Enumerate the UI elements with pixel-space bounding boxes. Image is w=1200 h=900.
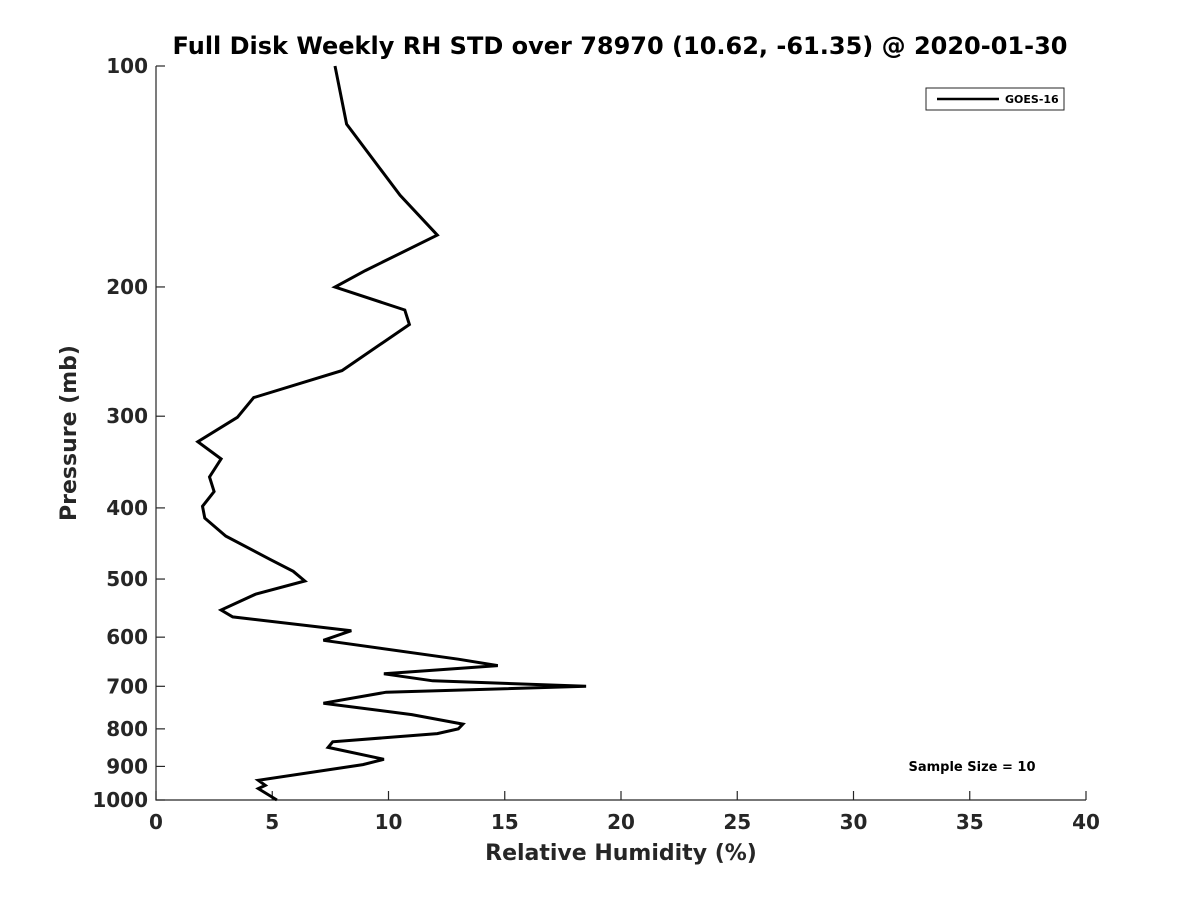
x-axis-ticks: 0 5 10 15 20 25 30 35 40 [149,791,1100,834]
y-tick-label: 100 [106,54,148,78]
y-axis-ticks: 100 200 300 400 500 600 700 800 900 1000 [92,54,165,812]
series-layer [195,65,587,802]
x-tick-label: 0 [149,810,163,834]
y-tick-label: 1000 [92,788,148,812]
y-tick-label: 300 [106,404,148,428]
y-tick-label: 600 [106,625,148,649]
sample-size-annotation: Sample Size = 10 [908,760,1035,775]
legend-entry-goes-16: GOES-16 [1005,93,1059,106]
x-tick-label: 20 [607,810,635,834]
x-tick-label: 30 [840,810,868,834]
x-tick-label: 5 [265,810,279,834]
y-tick-label: 400 [106,496,148,520]
y-tick-label: 500 [106,567,148,591]
y-tick-label: 200 [106,275,148,299]
x-tick-label: 15 [491,810,519,834]
x-tick-label: 10 [375,810,403,834]
y-tick-label: 700 [106,674,148,698]
chart-title: Full Disk Weekly RH STD over 78970 (10.6… [173,32,1068,60]
plot-area: 0 5 10 15 20 25 30 35 40 100 200 300 400 500 600 700 80… [92,54,1100,834]
y-tick-label: 800 [106,717,148,741]
axis-lines [155,66,1086,801]
x-tick-label: 35 [956,810,984,834]
legend[interactable]: GOES-16 [925,87,1065,111]
x-tick-label: 25 [723,810,751,834]
x-tick-label: 40 [1072,810,1100,834]
series-line-goes-16[interactable] [195,65,587,802]
x-axis-label: Relative Humidity (%) [485,841,757,866]
y-tick-label: 900 [106,754,148,778]
y-axis-label: Pressure (mb) [57,345,82,521]
